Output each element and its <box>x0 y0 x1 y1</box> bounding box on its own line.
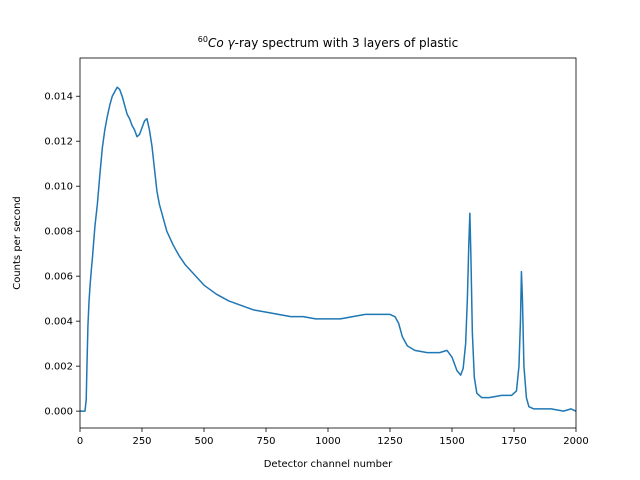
plot-area <box>80 86 577 412</box>
y-tick-label: 0.014 <box>44 92 73 103</box>
y-tick-label: 0.004 <box>44 317 73 328</box>
x-tick-label: 1750 <box>501 436 526 447</box>
title-element: Co <box>208 36 224 50</box>
x-tick-label: 250 <box>132 436 151 447</box>
title-gamma: γ <box>228 36 236 50</box>
title-superscript: 60 <box>198 35 208 44</box>
x-axis-label: Detector channel number <box>264 459 393 470</box>
title-rest: -ray spectrum with 3 layers of plastic <box>235 36 459 50</box>
y-tick-label: 0.006 <box>44 272 73 283</box>
axis-ticks: 0 250 500 750 1000 1250 1500 1750 2000 0.000 0.002… <box>44 92 588 447</box>
y-tick-label: 0.000 <box>44 407 73 418</box>
y-tick-label: 0.008 <box>44 227 73 238</box>
x-tick-label: 1250 <box>377 436 402 447</box>
y-tick-label: 0.012 <box>44 137 73 148</box>
x-tick-label: 1000 <box>315 436 340 447</box>
y-axis-label: Counts per second <box>12 196 23 290</box>
x-tick-label: 0 <box>77 436 83 447</box>
chart-title: 60Co γ-ray spectrum with 3 layers of pla… <box>198 35 458 50</box>
spectrum-line <box>80 86 577 412</box>
plot-frame <box>79 57 577 429</box>
y-tick-label: 0.002 <box>44 362 73 373</box>
y-tick-label: 0.010 <box>44 182 73 193</box>
x-tick-label: 2000 <box>563 436 588 447</box>
x-tick-label: 750 <box>256 436 275 447</box>
x-tick-label: 500 <box>194 436 213 447</box>
x-tick-label: 1500 <box>439 436 464 447</box>
